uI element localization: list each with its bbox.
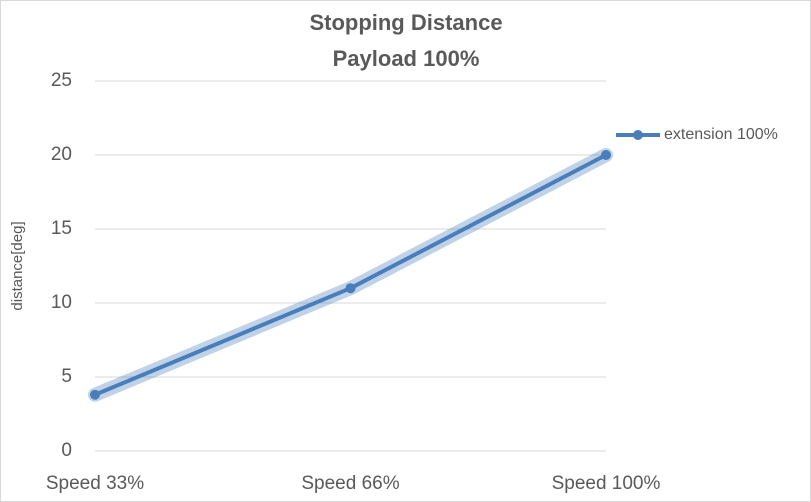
data-point xyxy=(90,389,100,400)
data-point xyxy=(601,150,611,160)
x-tick-label: Speed 66% xyxy=(301,473,399,494)
data-point xyxy=(345,283,356,294)
y-tick-label: 25 xyxy=(51,70,72,91)
y-tick-label: 5 xyxy=(61,366,72,387)
chart-title: Stopping Distance xyxy=(309,10,502,35)
y-axis-label: distance[deg] xyxy=(9,221,26,310)
y-tick-label: 20 xyxy=(51,144,72,165)
x-tick-label: Speed 33% xyxy=(46,473,144,494)
legend-label: extension 100% xyxy=(664,126,778,143)
x-tick-label: Speed 100% xyxy=(552,473,661,494)
y-tick-label: 15 xyxy=(51,218,72,239)
chart-subtitle: Payload 100% xyxy=(333,46,480,71)
y-tick-label: 0 xyxy=(61,440,72,461)
y-tick-label: 10 xyxy=(51,292,72,313)
legend-marker xyxy=(633,130,643,140)
